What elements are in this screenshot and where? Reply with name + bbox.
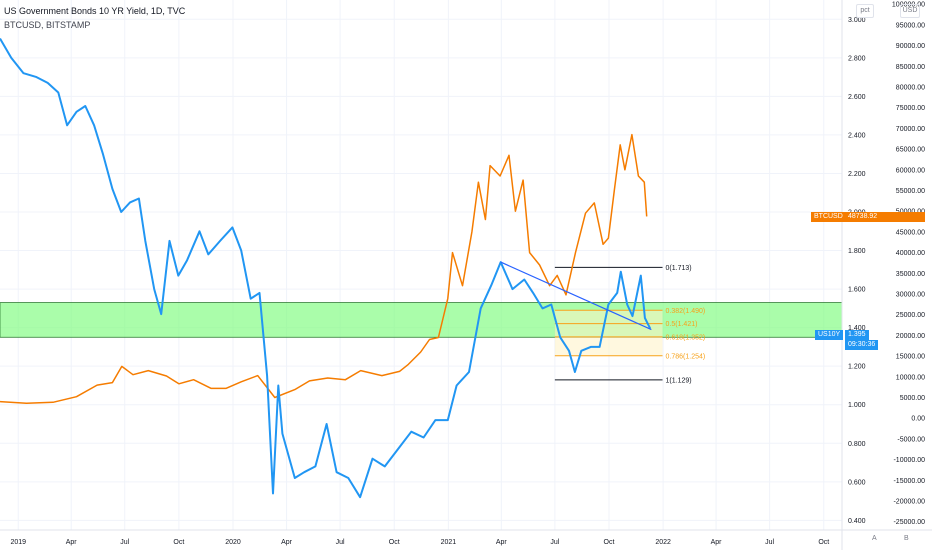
x-tick-label: 2020 bbox=[225, 539, 241, 546]
us10y-tick-label: 1.600 bbox=[848, 287, 866, 294]
btcusd-tick-label: 90000.00 bbox=[896, 43, 925, 50]
bar-countdown: 09:30:36 bbox=[845, 340, 879, 350]
pct-scale-button[interactable]: pct bbox=[856, 4, 874, 18]
us10y-tick-label: 1.200 bbox=[848, 364, 866, 371]
support-zone-rect bbox=[0, 302, 843, 338]
fib-level-label: 0.5(1.421) bbox=[666, 321, 698, 328]
trendline[interactable] bbox=[500, 261, 652, 331]
btcusd-tick-label: 55000.00 bbox=[896, 188, 925, 195]
fib-level-label: 0.382(1.490) bbox=[666, 308, 706, 315]
btcusd-tick-label: 75000.00 bbox=[896, 105, 925, 112]
chart-subtitle: BTCUSD, BITSTAMP bbox=[4, 20, 91, 30]
x-tick-label: Apr bbox=[281, 539, 293, 546]
trendline-segment bbox=[500, 261, 652, 331]
x-tick-label: Apr bbox=[66, 539, 78, 546]
btcusd-tick-label: 0.00 bbox=[911, 416, 925, 423]
x-tick-label: 2021 bbox=[441, 539, 457, 546]
btcusd-tick-label: 45000.00 bbox=[896, 229, 925, 236]
btcusd-tick-label: -20000.00 bbox=[893, 499, 925, 506]
btcusd-tick-label: 25000.00 bbox=[896, 312, 925, 319]
grid bbox=[0, 0, 842, 530]
us10y-price-label: 1.395 bbox=[845, 330, 869, 340]
x-tick-label: 2022 bbox=[655, 539, 671, 546]
btcusd-tick-label: 15000.00 bbox=[896, 354, 925, 361]
x-tick-label: 2019 bbox=[10, 539, 26, 546]
us10y-tick-label: 0.400 bbox=[848, 518, 866, 525]
btcusd-tick-label: -15000.00 bbox=[893, 478, 925, 485]
btcusd-tick-label: -10000.00 bbox=[893, 457, 925, 464]
fib-level-label: 0.786(1.254) bbox=[666, 353, 706, 360]
fib-level-label: 0.618(1.352) bbox=[666, 334, 706, 341]
us10y-tick-label: 1.400 bbox=[848, 325, 866, 332]
btcusd-series-tag: BTCUSD bbox=[811, 212, 846, 222]
btcusd-price-label: 48738.92 bbox=[845, 212, 925, 222]
x-tick-label: Oct bbox=[173, 539, 184, 546]
chart-title: US Government Bonds 10 YR Yield, 1D, TVC bbox=[4, 6, 186, 16]
btcusd-line bbox=[0, 133, 648, 405]
support-zone bbox=[0, 302, 843, 338]
btcusd-tick-label: 100000.00 bbox=[892, 2, 925, 9]
btcusd-series bbox=[0, 133, 648, 405]
x-tick-label: Apr bbox=[711, 539, 723, 546]
x-tick-label: Jul bbox=[550, 539, 559, 546]
btcusd-tick-label: 95000.00 bbox=[896, 22, 925, 29]
btcusd-tick-label: 5000.00 bbox=[900, 395, 925, 402]
auto-scale-button[interactable]: A bbox=[872, 535, 877, 542]
btcusd-tick-label: 30000.00 bbox=[896, 291, 925, 298]
us10y-tick-label: 0.800 bbox=[848, 441, 866, 448]
btcusd-tick-label: -25000.00 bbox=[893, 519, 925, 526]
us10y-series-tag: US10Y bbox=[815, 330, 844, 340]
x-tick-label: Jul bbox=[120, 539, 129, 546]
x-tick-label: Jul bbox=[336, 539, 345, 546]
btcusd-tick-label: 85000.00 bbox=[896, 64, 925, 71]
fib-band bbox=[554, 310, 663, 356]
us10y-tick-label: 0.600 bbox=[848, 479, 866, 486]
btcusd-tick-label: -5000.00 bbox=[897, 436, 925, 443]
x-tick-label: Apr bbox=[496, 539, 508, 546]
btcusd-tick-label: 65000.00 bbox=[896, 147, 925, 154]
btcusd-tick-label: 80000.00 bbox=[896, 84, 925, 91]
btcusd-tick-label: 70000.00 bbox=[896, 126, 925, 133]
x-tick-label: Oct bbox=[389, 539, 400, 546]
btcusd-tick-label: 10000.00 bbox=[896, 374, 925, 381]
log-scale-button[interactable]: B bbox=[904, 535, 909, 542]
us10y-tick-label: 1.800 bbox=[848, 248, 866, 255]
us10y-tick-label: 3.000 bbox=[848, 17, 866, 24]
us10y-tick-label: 1.000 bbox=[848, 402, 866, 409]
usd-scale-button[interactable]: USD bbox=[900, 4, 920, 18]
fib-level-label: 1(1.129) bbox=[666, 377, 692, 384]
us10y-tick-label: 2.400 bbox=[848, 132, 866, 139]
x-tick-label: Oct bbox=[818, 539, 829, 546]
fib-level-label: 0(1.713) bbox=[666, 265, 692, 272]
us10y-line bbox=[0, 37, 652, 499]
btcusd-tick-label: 60000.00 bbox=[896, 167, 925, 174]
us10y-tick-label: 2.600 bbox=[848, 94, 866, 101]
btcusd-tick-label: 20000.00 bbox=[896, 333, 925, 340]
us10y-series bbox=[0, 37, 652, 499]
us10y-tick-label: 2.800 bbox=[848, 55, 866, 62]
x-tick-label: Oct bbox=[604, 539, 615, 546]
x-tick-label: Jul bbox=[765, 539, 774, 546]
us10y-tick-label: 2.200 bbox=[848, 171, 866, 178]
btcusd-tick-label: 40000.00 bbox=[896, 250, 925, 257]
btcusd-tick-label: 35000.00 bbox=[896, 271, 925, 278]
